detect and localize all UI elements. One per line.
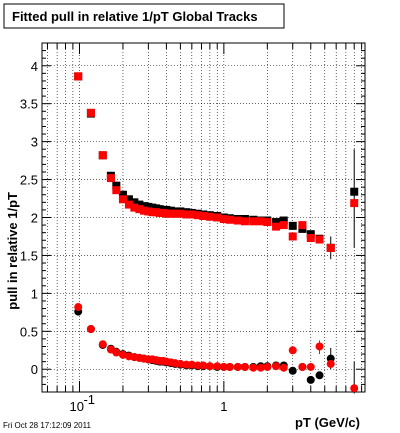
square-marker [225, 215, 234, 224]
square-marker [112, 186, 121, 195]
y-tick-label: 2.5 [20, 173, 38, 188]
y-tick-label: 0 [31, 362, 38, 377]
y-tick-label: 3.5 [20, 97, 38, 112]
circle-marker [326, 359, 335, 368]
square-marker [162, 209, 171, 218]
square-marker [124, 200, 133, 209]
square-marker [256, 217, 265, 226]
y-tick-label: 0.5 [20, 324, 38, 339]
circle-marker [288, 346, 297, 355]
y-tick-label: 1.5 [20, 248, 38, 263]
square-marker [135, 200, 144, 209]
y-tick-label: 2 [31, 211, 38, 226]
circle-marker [298, 362, 307, 371]
y-tick-label: 1 [31, 286, 38, 301]
square-marker [182, 210, 191, 219]
square-marker [315, 235, 324, 244]
square-marker [98, 151, 107, 160]
circle-marker [219, 362, 228, 371]
circle-marker [187, 360, 196, 369]
square-marker [86, 108, 95, 117]
circle-marker [98, 340, 107, 349]
square-marker [279, 221, 288, 230]
square-marker [118, 195, 127, 204]
square-marker [326, 243, 335, 252]
circle-marker [176, 359, 185, 368]
circle-marker [279, 363, 288, 372]
square-marker [171, 209, 180, 218]
square-marker [263, 218, 272, 227]
data-markers [74, 72, 359, 393]
circle-marker [288, 366, 297, 375]
circle-marker [256, 363, 265, 372]
circle-marker [306, 375, 315, 384]
square-marker [288, 232, 297, 241]
circle-marker [350, 384, 359, 393]
square-marker [135, 205, 144, 214]
square-marker [350, 199, 359, 208]
x-tick-labels: 10 -1 1 [69, 392, 227, 414]
square-marker [124, 195, 133, 204]
square-marker [144, 207, 153, 216]
square-marker [144, 202, 153, 211]
y-tick-label: 4 [31, 59, 38, 74]
square-marker [240, 217, 249, 226]
circle-marker [199, 361, 208, 370]
y-tick-label: 3 [31, 135, 38, 150]
square-marker [205, 212, 214, 221]
square-marker [140, 202, 149, 211]
square-marker [298, 221, 307, 230]
x-tick-label: 10 [69, 399, 83, 414]
square-marker [272, 218, 281, 227]
square-marker [249, 217, 258, 226]
circle-marker [205, 362, 214, 371]
circle-marker [315, 342, 324, 351]
circle-marker [225, 362, 234, 371]
circle-marker [263, 362, 272, 371]
circle-marker [112, 348, 121, 357]
square-marker [187, 210, 196, 219]
circle-marker [118, 350, 127, 359]
circle-marker [315, 371, 324, 380]
square-marker [350, 187, 359, 196]
square-marker [176, 209, 185, 218]
square-marker [288, 221, 297, 230]
circle-marker [86, 325, 95, 334]
square-marker [272, 222, 281, 231]
square-marker [306, 233, 315, 242]
circle-marker [74, 303, 83, 312]
x-axis-title: pT (GeV/c) [295, 415, 360, 430]
timestamp: Fri Oct 28 17:12:09 2011 [3, 421, 91, 430]
square-marker [219, 215, 228, 224]
square-marker [193, 211, 202, 220]
title-box [3, 3, 285, 29]
square-marker [213, 213, 222, 222]
square-marker [166, 209, 175, 218]
square-marker [279, 216, 288, 225]
y-axis-title: pull in relative 1/pT [5, 192, 20, 310]
square-marker [140, 206, 149, 215]
circle-marker [213, 362, 222, 371]
circle-marker [306, 362, 315, 371]
y-tick-labels: 0 0.5 1 1.5 2 2.5 3 3.5 4 [20, 59, 38, 377]
square-marker [118, 190, 127, 199]
chart-title: Fitted pull in relative 1/pT Global Trac… [12, 9, 258, 24]
square-marker [199, 211, 208, 220]
circle-marker [240, 362, 249, 371]
x-tick-label-exponent: -1 [83, 392, 95, 407]
square-marker [233, 216, 242, 225]
square-marker [112, 181, 121, 190]
square-marker [74, 72, 83, 81]
circle-marker [272, 362, 281, 371]
circle-marker [233, 362, 242, 371]
square-marker [106, 174, 115, 183]
square-marker [130, 203, 139, 212]
x-tick-label: 1 [220, 399, 227, 414]
circle-marker [249, 363, 258, 372]
square-marker [130, 198, 139, 207]
